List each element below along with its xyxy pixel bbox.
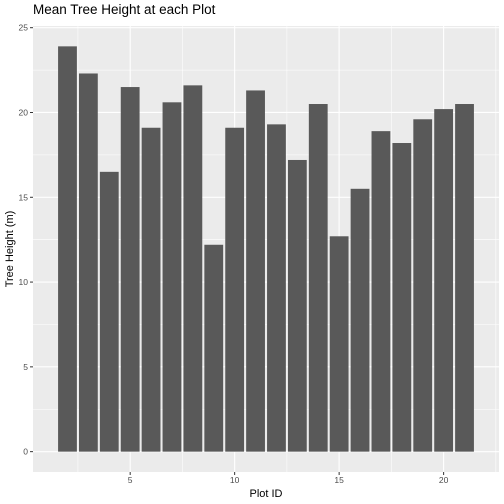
bar: [204, 244, 224, 452]
y-tick-label: 10: [19, 277, 29, 287]
bar: [329, 236, 349, 452]
bar: [99, 171, 119, 452]
bar: [455, 104, 474, 452]
x-tick-label: 5: [128, 475, 133, 485]
bar: [434, 109, 454, 452]
chart-title: Mean Tree Height at each Plot: [33, 2, 216, 17]
bar: [120, 87, 140, 452]
y-tick-label: 0: [23, 447, 28, 457]
bar: [78, 73, 98, 452]
bar: [58, 46, 77, 452]
bar: [287, 159, 307, 452]
y-axis: 0 5 10 15 20 25: [19, 23, 33, 457]
x-tick-label: 10: [230, 475, 240, 485]
y-tick-label: 25: [19, 23, 29, 33]
bar: [225, 127, 245, 452]
x-axis: 5 10 15 20: [128, 472, 449, 485]
bar: [141, 127, 161, 452]
bar: [350, 188, 370, 452]
bar: [267, 124, 286, 452]
y-tick-label: 15: [19, 192, 29, 202]
y-tick-label: 20: [19, 107, 29, 117]
bars: [58, 46, 474, 452]
bar: [371, 131, 391, 452]
bar: [392, 143, 412, 452]
x-axis-title: Plot ID: [249, 488, 282, 500]
y-tick-label: 5: [23, 362, 28, 372]
bar: [413, 119, 433, 452]
bar: [308, 104, 328, 452]
bar: [246, 90, 265, 452]
y-axis-title: Tree Height (m): [4, 211, 16, 288]
bar: [183, 85, 203, 452]
bar: [162, 102, 182, 452]
x-tick-label: 15: [334, 475, 344, 485]
x-tick-label: 20: [439, 475, 449, 485]
